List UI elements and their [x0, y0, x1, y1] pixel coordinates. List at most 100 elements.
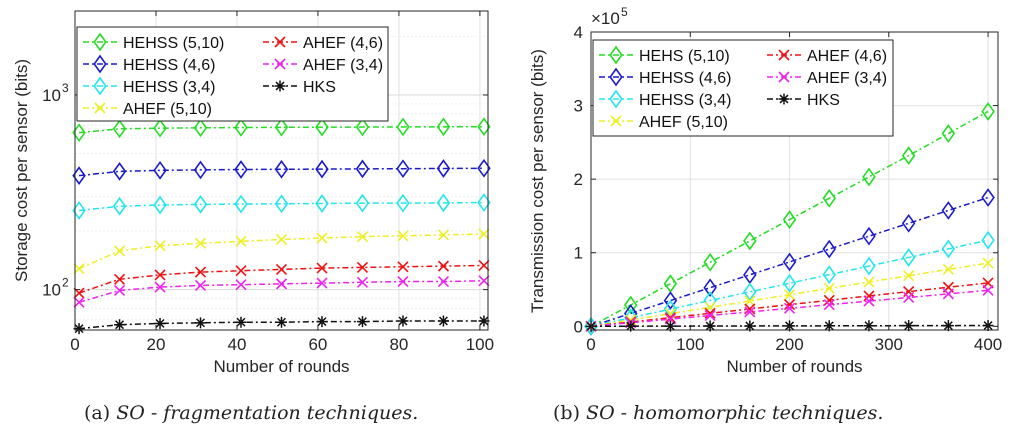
data-point: [782, 210, 797, 229]
data-point: [355, 159, 370, 179]
data-point: [863, 295, 875, 307]
legend-marker: [609, 89, 623, 109]
series-line-hehs-5-10: [590, 110, 989, 327]
data-point: [863, 290, 875, 302]
legend-marker: [778, 49, 790, 61]
legend-marker: [610, 115, 622, 127]
data-point: [355, 193, 370, 213]
legend-marker: [93, 54, 107, 74]
x-tick-label: 20: [147, 335, 166, 354]
data-point: [73, 296, 85, 308]
legend-label: HEHSS (3,4): [639, 92, 731, 109]
legend-marker: [274, 58, 286, 70]
caption-b: (b) SO - homomorphic techniques.: [553, 402, 883, 424]
data-point: [235, 265, 247, 277]
caption-b-text: SO - homomorphic techniques.: [586, 402, 884, 424]
data-point: [113, 284, 126, 297]
data-point: [982, 257, 994, 269]
series-ahef-5-10: [73, 228, 490, 275]
data-point: [664, 308, 676, 320]
legend-entry-hehss-5-10: HEHSS (5,10): [83, 32, 224, 52]
data-point: [397, 275, 409, 288]
x-tick-label: 100: [676, 335, 704, 354]
y-tick-label: 3: [574, 97, 583, 116]
legend-entry-ahef-4-6: AHEF (4,6): [767, 48, 887, 65]
data-point: [478, 275, 490, 287]
data-point: [823, 320, 835, 332]
data-point: [276, 316, 287, 328]
data-point: [863, 276, 875, 288]
series-line-hehss-5-10: [78, 125, 484, 134]
data-point: [234, 194, 248, 214]
data-point: [437, 315, 449, 327]
data-point: [822, 188, 836, 208]
x-tick-label: 0: [70, 335, 79, 354]
data-point: [981, 230, 995, 250]
data-point: [316, 316, 328, 328]
data-point: [703, 252, 717, 272]
series-line-hehss-4-6: [78, 167, 484, 177]
data-point: [703, 291, 717, 310]
legend-entry-ahef-5-10: AHEF (5,10): [599, 114, 728, 131]
y-tick-label: 4: [574, 23, 583, 42]
data-point: [783, 289, 796, 301]
data-point: [154, 281, 166, 293]
data-point: [982, 284, 994, 296]
legend-entry-ahef-3-4: AHEF (3,4): [767, 70, 887, 87]
data-point: [903, 270, 915, 282]
data-point: [356, 261, 369, 273]
legend-label: HEHSS (5,10): [123, 35, 224, 52]
legend-label: AHEF (3,4): [807, 70, 887, 87]
data-point: [194, 279, 207, 292]
data-point: [112, 196, 127, 216]
data-point: [584, 316, 598, 336]
data-point: [315, 117, 329, 137]
legend-label: HEHSS (4,6): [639, 70, 731, 87]
data-point: [315, 159, 329, 179]
tick-labels: 0 100 200 300 400 0 1 2 3 4: [574, 23, 1003, 354]
legend-marker: [778, 93, 790, 105]
x-tick-label: 100: [466, 335, 494, 354]
data-point: [235, 279, 247, 291]
data-point: [275, 278, 288, 290]
y-tick-label: 10: [42, 281, 61, 300]
x-tick-label: 400: [974, 335, 1002, 354]
data-point: [113, 245, 126, 257]
data-point: [436, 193, 451, 213]
data-point: [436, 117, 451, 137]
legend-box: [592, 39, 894, 137]
data-point: [744, 320, 756, 332]
data-point: [397, 315, 409, 327]
legend-marker: [274, 36, 286, 48]
data-point: [903, 320, 915, 332]
y-tick-exponent: 3: [62, 81, 69, 95]
data-point: [112, 119, 127, 139]
data-point: [194, 266, 207, 278]
legend-label: HKS: [303, 79, 336, 96]
legend-label: AHEF (4,6): [303, 35, 383, 52]
data-point: [153, 160, 167, 180]
legend-label: AHEF (5,10): [123, 101, 212, 118]
data-point: [823, 294, 835, 306]
legend-label: AHEF (3,4): [303, 57, 383, 74]
x-axis-label: Number of rounds: [726, 357, 862, 376]
data-point: [315, 194, 329, 213]
data-point: [153, 118, 167, 138]
y-tick-label: 2: [574, 170, 583, 189]
legend-marker: [274, 80, 286, 92]
data-point: [113, 273, 126, 285]
data-point: [396, 193, 410, 213]
legend-entry-hehss-3-4: HEHSS (3,4): [83, 76, 215, 96]
data-point: [941, 201, 956, 220]
legend-marker: [93, 32, 107, 52]
data-point: [437, 275, 450, 288]
y-multiplier: ×10: [591, 9, 620, 28]
y-multiplier-exponent: 5: [621, 5, 628, 19]
data-point: [981, 102, 995, 121]
data-point: [154, 269, 166, 281]
caption-a-label: (a): [84, 402, 111, 424]
data-point: [901, 146, 916, 165]
series-line-ahef-3-4: [78, 280, 484, 304]
data-point: [863, 320, 875, 332]
